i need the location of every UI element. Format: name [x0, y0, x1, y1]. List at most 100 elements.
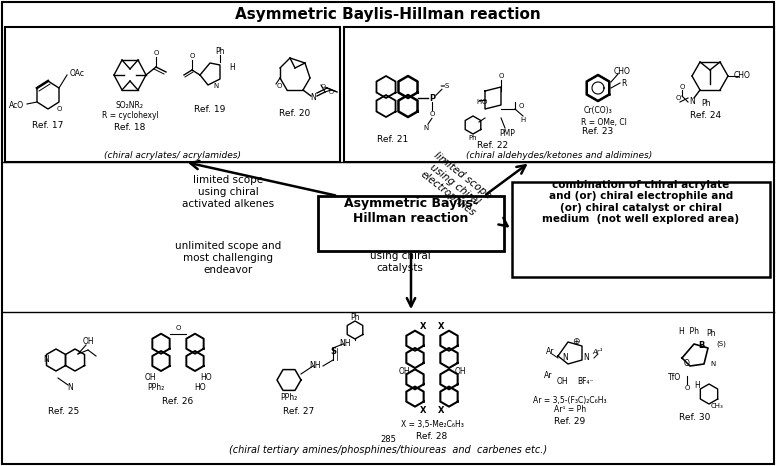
- Text: N: N: [583, 354, 589, 363]
- Text: X: X: [438, 406, 444, 415]
- Text: Ref. 21: Ref. 21: [377, 136, 409, 144]
- Text: H  Ph: H Ph: [679, 328, 699, 336]
- Text: O: O: [175, 325, 181, 331]
- Text: O: O: [679, 84, 684, 90]
- Text: (chiral tertiary amines/phosphines/thioureas  and  carbenes etc.): (chiral tertiary amines/phosphines/thiou…: [229, 445, 547, 455]
- Text: H: H: [521, 117, 525, 123]
- Text: =S: =S: [438, 83, 449, 89]
- Text: Ref. 30: Ref. 30: [679, 412, 711, 422]
- Text: Ref. 18: Ref. 18: [114, 123, 146, 131]
- Text: Ar = 3,5-(F₃C)₂C₆H₃: Ar = 3,5-(F₃C)₂C₆H₃: [533, 396, 607, 404]
- Text: O: O: [328, 89, 334, 95]
- Bar: [318, 196, 504, 251]
- Text: NH: NH: [339, 340, 351, 349]
- Text: Ref. 24: Ref. 24: [691, 111, 722, 121]
- Text: OH: OH: [82, 337, 94, 347]
- Text: Cr(CO)₃: Cr(CO)₃: [584, 105, 612, 115]
- Text: unlimited scope and
most challenging
endeavor: unlimited scope and most challenging end…: [175, 241, 281, 274]
- Text: limited scope
using chiral
electrophiles: limited scope using chiral electrophiles: [417, 151, 493, 219]
- Text: Ref. 17: Ref. 17: [33, 121, 64, 130]
- Text: S: S: [330, 348, 336, 356]
- Text: Ph: Ph: [469, 135, 477, 141]
- Text: Ph: Ph: [702, 100, 711, 109]
- Text: N: N: [68, 384, 73, 392]
- Text: N: N: [43, 356, 49, 364]
- Text: using chiral
catalysts: using chiral catalysts: [369, 251, 431, 273]
- Text: X: X: [438, 322, 444, 331]
- Text: (chiral aldehydes/ketones and aldimines): (chiral aldehydes/ketones and aldimines): [466, 151, 652, 159]
- Text: CH₃: CH₃: [711, 403, 723, 409]
- Text: BF₄⁻: BF₄⁻: [578, 377, 594, 386]
- Text: R: R: [622, 78, 627, 88]
- Text: Ar: Ar: [544, 371, 553, 381]
- Bar: [5, 27, 340, 162]
- Text: OH: OH: [398, 368, 410, 377]
- Text: O: O: [154, 50, 158, 56]
- Text: Ref. 22: Ref. 22: [477, 141, 508, 150]
- Text: SO₂NR₂: SO₂NR₂: [116, 101, 144, 110]
- Bar: [512, 182, 770, 277]
- Text: X: X: [420, 406, 426, 415]
- Text: Ph: Ph: [215, 48, 225, 56]
- Text: Ar¹ = Ph: Ar¹ = Ph: [554, 405, 586, 414]
- Text: Ar¹: Ar¹: [593, 349, 603, 355]
- Text: TfO: TfO: [668, 374, 681, 383]
- Text: N: N: [710, 361, 715, 367]
- Text: ⊕: ⊕: [572, 337, 580, 347]
- Text: Ref. 28: Ref. 28: [417, 432, 448, 441]
- Text: X = 3,5-Me₂C₆H₃: X = 3,5-Me₂C₆H₃: [400, 420, 463, 429]
- Text: CHO: CHO: [614, 67, 630, 75]
- Text: N: N: [423, 125, 428, 131]
- Text: OH: OH: [454, 368, 466, 377]
- Bar: [344, 27, 774, 162]
- Text: N: N: [213, 83, 219, 89]
- Text: HO: HO: [194, 383, 206, 391]
- Text: Ref. 27: Ref. 27: [283, 407, 314, 417]
- Text: O: O: [684, 359, 690, 369]
- Text: O: O: [498, 73, 504, 79]
- Text: O: O: [518, 103, 524, 109]
- Text: H: H: [229, 63, 235, 73]
- Text: H: H: [476, 99, 482, 105]
- Text: O: O: [684, 385, 690, 391]
- Text: R = cyclohexyl: R = cyclohexyl: [102, 110, 158, 119]
- Text: Ref. 29: Ref. 29: [554, 418, 586, 426]
- Text: Ph: Ph: [706, 329, 715, 338]
- Text: NH: NH: [310, 361, 320, 370]
- Text: Ref. 25: Ref. 25: [48, 407, 80, 417]
- Text: (S): (S): [716, 341, 726, 347]
- Text: O: O: [189, 53, 195, 59]
- Text: O: O: [481, 99, 487, 105]
- Text: P: P: [429, 94, 435, 103]
- Text: combination of chiral acrylate
and (or) chiral electrophile and
(or) chiral cata: combination of chiral acrylate and (or) …: [542, 179, 740, 225]
- Text: O: O: [429, 111, 435, 117]
- Text: N: N: [689, 97, 695, 107]
- Text: 285: 285: [380, 436, 396, 445]
- Text: O: O: [320, 83, 325, 89]
- Text: limited scope
using chiral
activated alkenes: limited scope using chiral activated alk…: [182, 175, 274, 209]
- Text: CHO: CHO: [733, 71, 750, 81]
- Text: PMP: PMP: [499, 130, 515, 138]
- Text: R = OMe, Cl: R = OMe, Cl: [581, 117, 627, 126]
- Text: OH: OH: [556, 377, 568, 386]
- Text: OH: OH: [144, 372, 156, 382]
- Text: Asymmetric Baylis-Hillman reaction: Asymmetric Baylis-Hillman reaction: [235, 7, 541, 21]
- Text: PPh₂: PPh₂: [147, 383, 165, 391]
- Text: HO: HO: [200, 372, 212, 382]
- Text: O: O: [57, 106, 61, 112]
- Text: X: X: [420, 322, 426, 331]
- Text: H: H: [694, 382, 700, 391]
- Text: OAc: OAc: [70, 69, 85, 77]
- Text: O: O: [276, 83, 282, 89]
- Text: B: B: [698, 342, 704, 350]
- Text: AcO: AcO: [9, 101, 24, 110]
- Text: O: O: [675, 95, 681, 101]
- Text: N: N: [562, 354, 568, 363]
- Text: Ref. 23: Ref. 23: [582, 128, 614, 137]
- Text: PPh₂: PPh₂: [280, 393, 298, 403]
- Text: Asymmetric Baylis-
Hillman reaction: Asymmetric Baylis- Hillman reaction: [344, 197, 478, 225]
- Text: Ref. 20: Ref. 20: [279, 109, 310, 117]
- Text: Ph: Ph: [350, 314, 360, 322]
- Text: Ref. 26: Ref. 26: [162, 397, 194, 405]
- Text: Ar: Ar: [546, 348, 554, 356]
